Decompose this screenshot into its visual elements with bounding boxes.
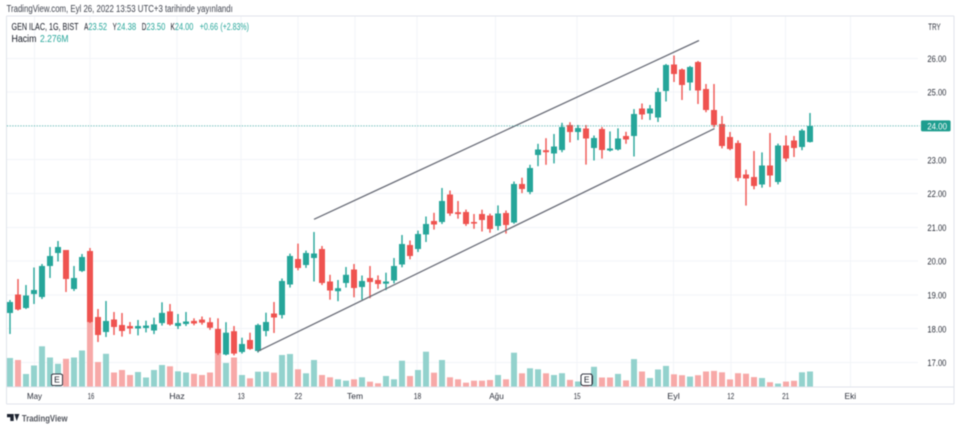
svg-text:15: 15: [574, 391, 581, 401]
svg-text:TRY: TRY: [928, 22, 941, 33]
svg-text:E: E: [584, 375, 590, 385]
svg-text:19.00: 19.00: [927, 291, 946, 302]
svg-text:24.00: 24.00: [175, 22, 194, 33]
svg-text:13: 13: [238, 391, 245, 401]
svg-text:Eyl: Eyl: [667, 391, 680, 401]
svg-text:K: K: [171, 22, 176, 33]
svg-text:TradingView: TradingView: [22, 413, 68, 424]
svg-text:16: 16: [88, 391, 95, 401]
svg-text:12: 12: [727, 391, 734, 401]
svg-text:2.276M: 2.276M: [40, 34, 69, 45]
svg-text:GEN ILAC, 1G, BIST: GEN ILAC, 1G, BIST: [12, 22, 79, 33]
svg-text:Haz: Haz: [169, 391, 185, 401]
svg-text:+0.66: +0.66: [200, 22, 219, 33]
svg-text:Ağu: Ağu: [489, 391, 504, 401]
svg-text:21: 21: [782, 391, 789, 401]
svg-text:20.00: 20.00: [927, 257, 946, 268]
svg-text:23.00: 23.00: [927, 155, 946, 166]
svg-text:21.00: 21.00: [927, 223, 946, 234]
svg-text:22: 22: [295, 391, 303, 401]
svg-text:22.00: 22.00: [927, 189, 946, 200]
svg-text:26.00: 26.00: [927, 54, 946, 65]
svg-text:23.50: 23.50: [146, 22, 165, 33]
svg-text:Hacim: Hacim: [12, 34, 37, 45]
svg-text:May: May: [27, 391, 43, 401]
svg-text:D: D: [142, 22, 147, 33]
svg-text:Tem: Tem: [347, 391, 363, 401]
svg-text:Eki: Eki: [845, 391, 857, 401]
svg-text:(+2.83%): (+2.83%): [220, 22, 249, 33]
svg-text:17.00: 17.00: [927, 358, 946, 369]
svg-text:24.00: 24.00: [927, 122, 947, 133]
svg-text:18.00: 18.00: [927, 324, 946, 335]
svg-text:24.38: 24.38: [117, 22, 137, 33]
svg-text:A: A: [84, 22, 88, 33]
svg-text:18: 18: [414, 391, 422, 401]
svg-text:25.00: 25.00: [927, 88, 946, 99]
svg-text:23.52: 23.52: [88, 22, 107, 33]
svg-text:TradingView.com, Eyl 26, 2022: TradingView.com, Eyl 26, 2022 13:53 UTC+…: [7, 4, 233, 15]
svg-text:E: E: [54, 375, 60, 385]
svg-text:Y: Y: [113, 22, 117, 33]
